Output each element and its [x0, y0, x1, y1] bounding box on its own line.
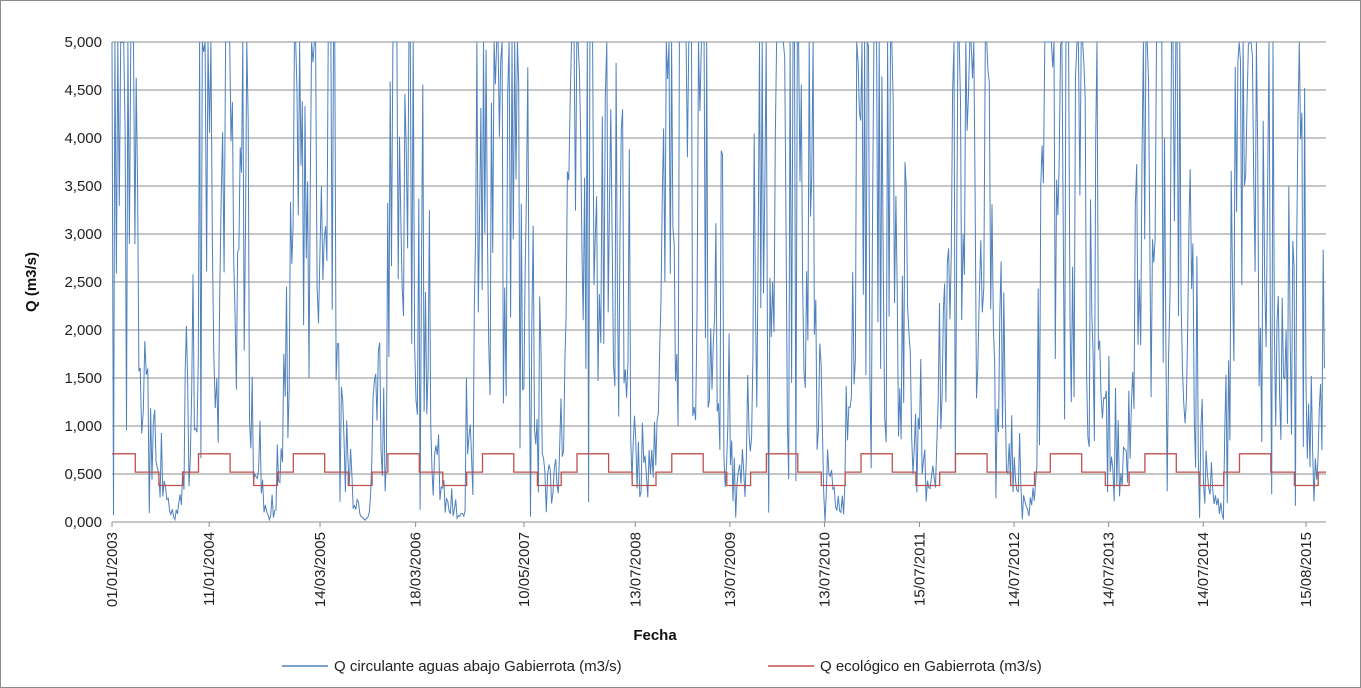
x-axis-title: Fecha	[633, 627, 677, 644]
y-tick-label: 2,500	[64, 274, 102, 291]
x-tick-label: 14/07/2013	[1101, 532, 1118, 607]
y-tick-label: 0,500	[64, 466, 102, 483]
y-tick-label: 0,000	[64, 514, 102, 531]
legend-label-q-ecologico: Q ecológico en Gabierrota (m3/s)	[820, 658, 1042, 675]
y-tick-label: 5,000	[64, 34, 102, 51]
x-tick-label: 15/08/2015	[1298, 532, 1315, 607]
series-layer	[111, 40, 1326, 522]
x-tick-label: 13/07/2010	[816, 532, 833, 607]
x-tick-label: 14/03/2005	[312, 532, 329, 607]
x-tick-label: 15/07/2011	[912, 532, 929, 606]
x-tick-label: 18/03/2006	[408, 532, 425, 607]
legend-label-q-circulante: Q circulante aguas abajo Gabierrota (m3/…	[334, 658, 622, 675]
y-tick-label: 3,000	[64, 226, 102, 243]
y-tick-label: 4,500	[64, 82, 102, 99]
y-tick-label: 4,000	[64, 130, 102, 147]
x-tick-label: 13/07/2008	[627, 532, 644, 607]
y-tick-label: 2,000	[64, 322, 102, 339]
legend: Q circulante aguas abajo Gabierrota (m3/…	[282, 658, 1042, 675]
series-line-q-circulante	[111, 40, 1325, 522]
series-line-q-ecologico	[112, 453, 1326, 487]
x-tick-label: 14/07/2014	[1195, 532, 1212, 607]
y-tick-label: 1,000	[64, 418, 102, 435]
x-tick-label: 13/07/2009	[722, 532, 739, 607]
y-axis-title: Q (m3/s)	[23, 252, 40, 312]
x-tick-labels: 01/01/2003 11/01/2004 14/03/2005 18/03/2006…	[104, 522, 1315, 607]
x-tick-label: 01/01/2003	[104, 532, 121, 607]
x-tick-label: 11/01/2004	[201, 532, 218, 606]
y-tick-label: 3,500	[64, 178, 102, 195]
x-tick-label: 10/05/2007	[516, 532, 533, 607]
y-tick-labels: 0,000 0,500 1,000 1,500 2,000 2,500 3,000 3,500…	[64, 34, 102, 531]
x-tick-label: 14/07/2012	[1006, 532, 1023, 607]
y-tick-label: 1,500	[64, 370, 102, 387]
